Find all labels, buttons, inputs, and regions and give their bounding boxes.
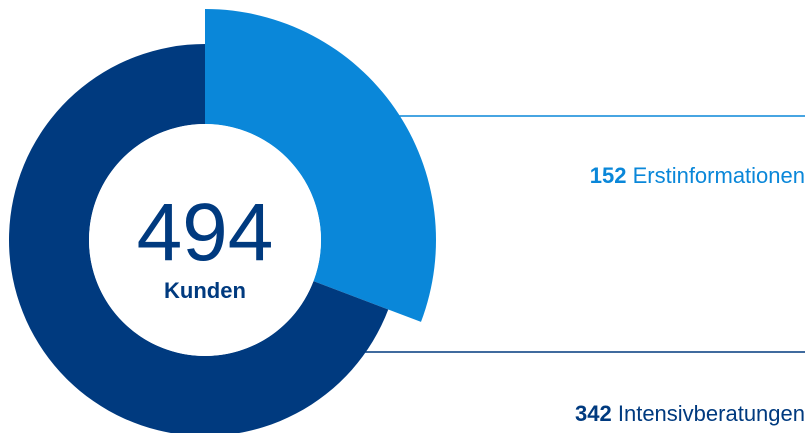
segment-name: Intensivberatungen xyxy=(618,401,805,426)
donut-segment xyxy=(9,44,389,433)
segment-label: 342 Intensivberatungen xyxy=(575,401,805,426)
total-value: 494 xyxy=(137,187,274,278)
donut xyxy=(9,9,436,433)
donut-hole xyxy=(89,124,321,356)
segment-label: 152 Erstinformationen xyxy=(590,163,805,188)
segment-name: Erstinformationen xyxy=(633,163,805,188)
segment-value: 342 xyxy=(575,401,612,426)
donut-segment xyxy=(205,9,436,322)
segment-value: 152 xyxy=(590,163,627,188)
total-label: Kunden xyxy=(164,278,246,303)
